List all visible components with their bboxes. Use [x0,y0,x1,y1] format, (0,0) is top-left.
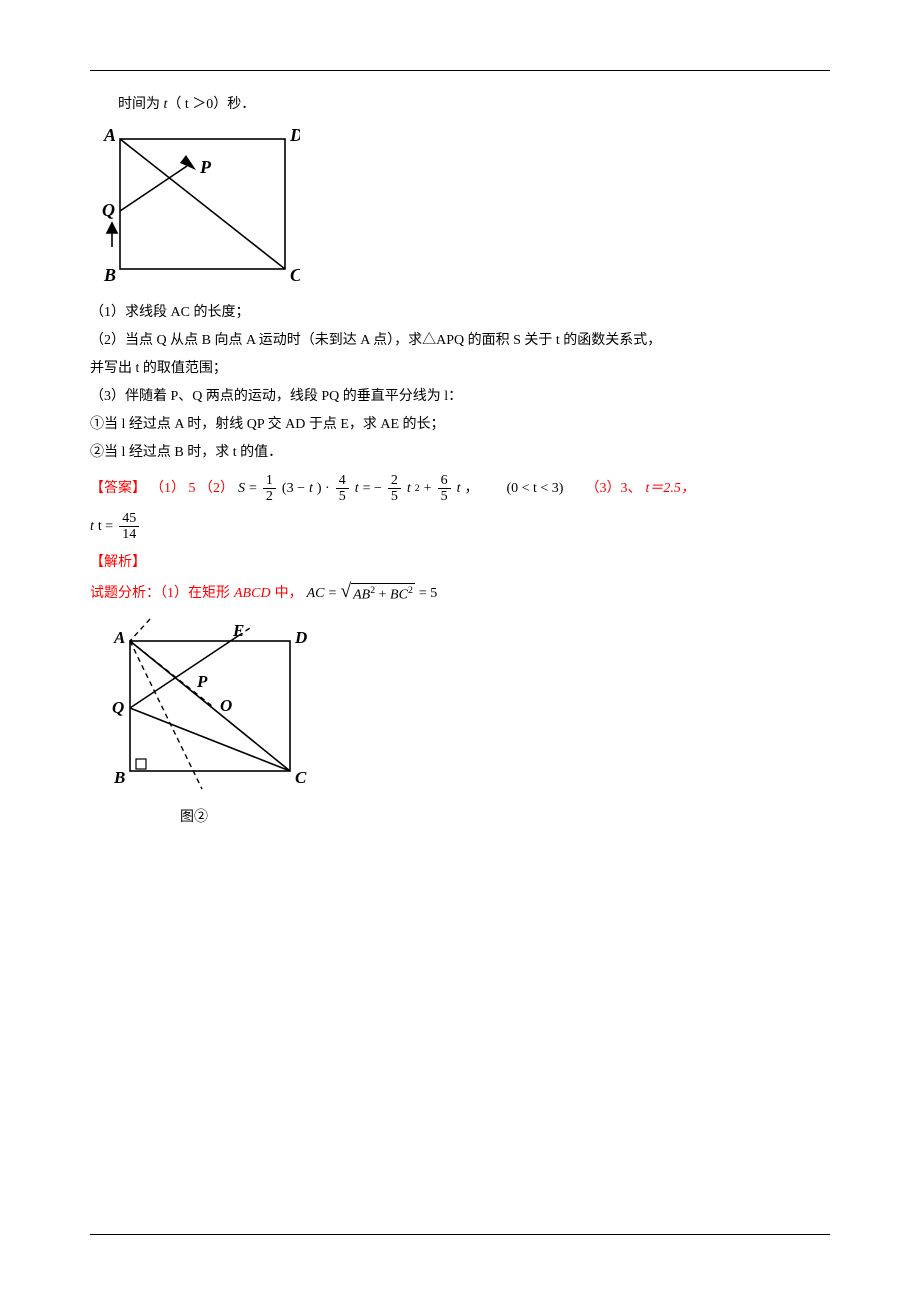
figure-1: A D B C Q P [90,119,830,299]
analysis-a: 试题分析：（1）在矩形 [90,584,230,604]
q3: （3）伴随着 P、Q 两点的运动，线段 PQ 的垂直平分线为 l： [90,383,830,411]
term1b: ) · [317,479,330,499]
frac-45-14: 45 14 [119,511,139,543]
comma: ， [464,479,478,499]
q1: （1）求线段 AC 的长度； [90,299,830,327]
answer-part1: （1） 5 （2） [150,479,234,499]
ans-teq: t = [98,517,113,537]
term3v: t [407,479,411,499]
svg-text:B: B [103,265,116,285]
frac-1-2: 1 2 [263,473,276,505]
sqrt: √ AB2 + BC2 [340,583,414,605]
answer-label: 【答案】 [90,479,146,499]
ans-part3b: t＝2.5， [645,479,694,499]
frac-4-5: 4 5 [336,473,349,505]
time-paren: （ t ＞0）秒． [167,97,255,112]
answer-row-2: t t = 45 14 [90,511,830,543]
figure-1-svg: A D B C Q P [90,119,300,299]
frac-45-14-num: 45 [119,511,139,527]
ans-eq: = [249,479,257,499]
ans-t: t [90,517,94,537]
term1v: t [309,479,313,499]
frac-1-2-num: 1 [263,473,276,489]
frac-4-5-num: 4 [336,473,349,489]
svg-text:E: E [232,621,244,640]
rad-ab: AB [353,587,370,602]
page: 时间为 t（ t ＞0）秒． A D B C Q [0,0,920,1302]
svg-text:C: C [295,768,307,787]
ans-range: (0 < t < 3) [506,479,563,499]
svg-text:A: A [113,628,125,647]
radicand: AB2 + BC2 [351,583,415,605]
svg-text:P: P [199,157,212,177]
svg-text:C: C [290,265,300,285]
analysis-eq: = [328,584,336,604]
term4v: t [457,479,461,499]
figure-2: A D B C Q P E O 图② [90,611,830,826]
q2: （2）当点 Q 从点 B 向点 A 运动时（未到达 A 点），求△APQ 的面积… [90,327,830,355]
figure-2-svg: A D B C Q P E O [90,611,310,806]
rad-p2b: 2 [408,585,413,596]
frac-4-5-den: 5 [336,489,349,504]
figure-2-caption: 图② [90,806,830,826]
plus: + [424,479,432,499]
svg-text:Q: Q [102,200,115,220]
rad-plus: + [375,587,390,602]
top-rule [90,70,830,71]
frac-45-14-den: 14 [119,527,139,542]
time-pre: 时间为 [118,97,164,112]
frac-2-5-num: 2 [388,473,401,489]
radical-icon: √ [340,583,351,601]
frac-2-5-den: 5 [388,489,401,504]
frac-6-5-num: 6 [438,473,451,489]
svg-text:A: A [103,125,116,145]
svg-text:B: B [113,768,125,787]
eq2: = − [363,479,382,499]
frac-6-5: 6 5 [438,473,451,505]
ans-S: S [238,479,245,499]
frac-2-5: 2 5 [388,473,401,505]
bottom-rule [90,1234,830,1235]
q2b: 并写出 t 的取值范围； [90,355,830,383]
rad-bc: BC [390,587,408,602]
term2v: t [355,479,359,499]
ans-part3a: （3）3、 [585,479,641,499]
analysis-line: 试题分析：（1）在矩形 ABCD 中， AC = √ AB2 + BC2 = 5 [90,583,830,605]
svg-text:Q: Q [112,698,124,717]
svg-text:D: D [294,628,307,647]
analysis-label: 【解析】 [90,549,830,577]
answer-row: 【答案】 （1） 5 （2） S = 1 2 (3 − t ) · 4 5 t =… [90,473,830,505]
analysis-mid: 中， [275,584,303,604]
svg-text:O: O [220,696,232,715]
time-line: 时间为 t（ t ＞0）秒． [90,91,830,119]
q3a: ①当 l 经过点 A 时，射线 QP 交 AD 于点 E，求 AE 的长； [90,411,830,439]
frac-6-5-den: 5 [438,489,451,504]
analysis-abcd: ABCD [234,584,271,604]
svg-text:D: D [289,125,300,145]
analysis-val: = 5 [419,584,437,604]
term1a: (3 − [282,479,305,499]
q3b: ②当 l 经过点 B 时，求 t 的值． [90,439,830,467]
analysis-ac: AC [307,584,325,604]
svg-text:P: P [196,672,208,691]
term3p: 2 [415,482,420,496]
frac-1-2-den: 2 [263,489,276,504]
